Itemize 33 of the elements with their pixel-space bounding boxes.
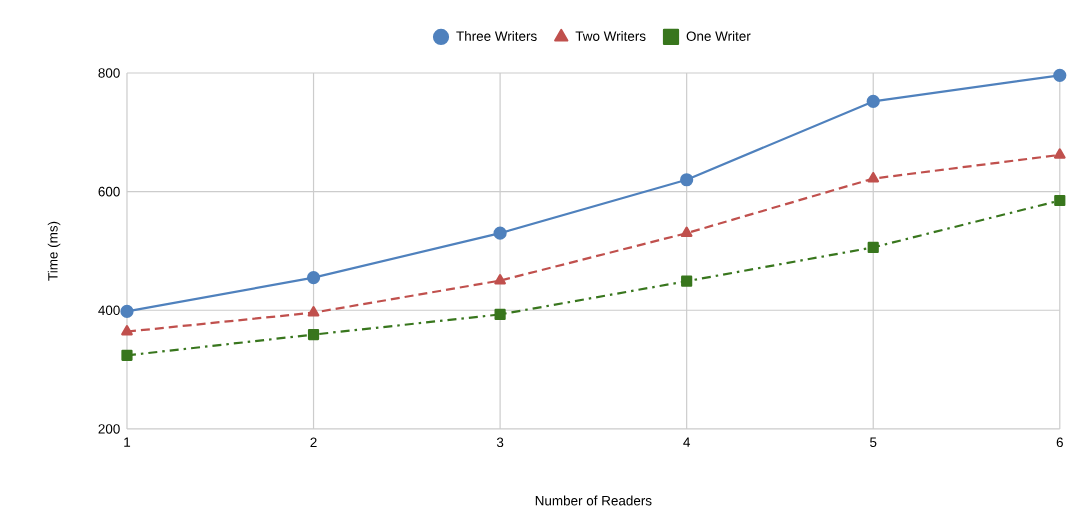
- point: [680, 226, 693, 238]
- x-tick-label: 4: [683, 437, 691, 447]
- legend-label: Two Writers: [575, 31, 646, 41]
- x-tick-label: 5: [870, 437, 877, 448]
- y-tick-label: 800: [98, 68, 120, 78]
- point: [493, 226, 507, 240]
- point: [306, 271, 321, 285]
- x-tick-label: 3: [496, 437, 504, 448]
- point: [1053, 148, 1066, 159]
- point: [867, 241, 879, 254]
- point: [494, 274, 506, 285]
- y-tick-label: 400: [98, 305, 120, 316]
- point: [681, 275, 693, 287]
- x-tick-label: 1: [124, 437, 131, 447]
- point: [494, 308, 506, 321]
- point: [680, 173, 694, 187]
- x-tick-label: 6: [1056, 437, 1063, 448]
- legend-label: Three Writers: [456, 31, 537, 41]
- point: [1053, 68, 1067, 82]
- point: [307, 329, 320, 341]
- point: [121, 349, 133, 361]
- point: [307, 306, 320, 317]
- y-axis-title: Time (ms): [47, 221, 61, 281]
- point: [866, 94, 880, 109]
- y-tick-label: 600: [98, 186, 120, 197]
- x-tick-label: 2: [310, 437, 317, 448]
- point: [867, 172, 880, 183]
- y-tick-label: 200: [98, 424, 120, 434]
- point: [121, 325, 133, 336]
- point: [1054, 194, 1066, 207]
- legend-label: One Writer: [686, 31, 751, 41]
- x-axis-title: Number of Readers: [535, 495, 652, 506]
- point: [120, 304, 134, 319]
